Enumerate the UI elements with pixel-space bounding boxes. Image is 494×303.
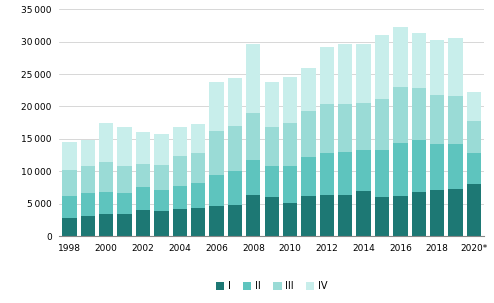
Bar	[283, 165, 297, 203]
Bar	[301, 111, 316, 157]
Bar	[136, 132, 150, 164]
Bar	[301, 196, 316, 236]
Bar	[118, 127, 132, 165]
Bar	[264, 82, 279, 127]
Bar	[62, 170, 77, 196]
Bar	[467, 185, 481, 236]
Bar	[393, 143, 408, 196]
Bar	[264, 165, 279, 197]
Bar	[154, 211, 168, 236]
Bar	[191, 208, 206, 236]
Bar	[375, 35, 389, 99]
Bar	[81, 216, 95, 236]
Bar	[412, 140, 426, 191]
Bar	[320, 195, 334, 236]
Bar	[430, 40, 445, 95]
Bar	[301, 157, 316, 196]
Bar	[62, 218, 77, 236]
Bar	[449, 144, 463, 189]
Bar	[467, 121, 481, 153]
Bar	[81, 166, 95, 193]
Bar	[81, 140, 95, 166]
Bar	[172, 127, 187, 156]
Bar	[320, 47, 334, 104]
Bar	[154, 135, 168, 165]
Bar	[264, 197, 279, 236]
Bar	[62, 196, 77, 218]
Bar	[357, 44, 371, 103]
Bar	[375, 150, 389, 197]
Bar	[136, 164, 150, 187]
Bar	[136, 210, 150, 236]
Legend: I, II, III, IV: I, II, III, IV	[211, 277, 332, 295]
Bar	[320, 153, 334, 195]
Bar	[412, 33, 426, 88]
Bar	[412, 88, 426, 140]
Bar	[99, 214, 113, 236]
Bar	[338, 44, 352, 104]
Bar	[228, 171, 242, 205]
Bar	[154, 165, 168, 190]
Bar	[283, 123, 297, 165]
Bar	[99, 123, 113, 162]
Bar	[430, 144, 445, 190]
Bar	[430, 190, 445, 236]
Bar	[357, 191, 371, 236]
Bar	[118, 193, 132, 214]
Bar	[99, 191, 113, 214]
Bar	[393, 27, 408, 87]
Bar	[209, 131, 224, 175]
Bar	[375, 99, 389, 150]
Bar	[136, 187, 150, 210]
Bar	[449, 38, 463, 96]
Bar	[357, 103, 371, 150]
Bar	[264, 127, 279, 165]
Bar	[191, 124, 206, 153]
Bar	[172, 156, 187, 186]
Bar	[228, 78, 242, 126]
Bar	[246, 160, 260, 195]
Bar	[209, 175, 224, 206]
Bar	[246, 44, 260, 113]
Bar	[99, 162, 113, 191]
Bar	[191, 153, 206, 183]
Bar	[118, 165, 132, 193]
Bar	[228, 205, 242, 236]
Bar	[172, 209, 187, 236]
Bar	[412, 191, 426, 236]
Bar	[228, 126, 242, 171]
Bar	[81, 193, 95, 216]
Bar	[393, 87, 408, 143]
Bar	[467, 153, 481, 185]
Bar	[209, 82, 224, 131]
Bar	[118, 214, 132, 236]
Bar	[467, 92, 481, 121]
Bar	[172, 186, 187, 209]
Bar	[393, 196, 408, 236]
Bar	[301, 68, 316, 111]
Bar	[449, 189, 463, 236]
Bar	[430, 95, 445, 144]
Bar	[209, 206, 224, 236]
Bar	[246, 195, 260, 236]
Bar	[449, 96, 463, 144]
Bar	[283, 203, 297, 236]
Bar	[283, 77, 297, 123]
Bar	[62, 142, 77, 170]
Bar	[357, 150, 371, 191]
Bar	[320, 104, 334, 153]
Bar	[246, 113, 260, 160]
Bar	[191, 183, 206, 208]
Bar	[338, 152, 352, 195]
Bar	[338, 195, 352, 236]
Bar	[375, 197, 389, 236]
Bar	[154, 190, 168, 211]
Bar	[338, 104, 352, 152]
